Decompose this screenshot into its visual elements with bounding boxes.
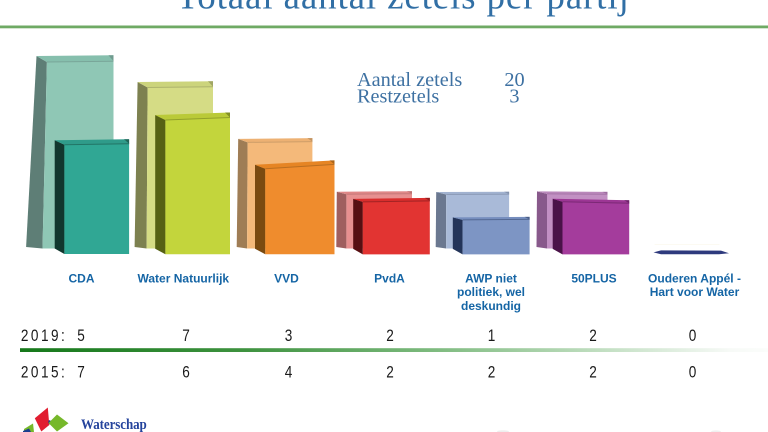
svg-text:0: 0 — [689, 327, 697, 346]
svg-text:1: 1 — [488, 327, 496, 346]
svg-text:3: 3 — [509, 85, 519, 107]
svg-text:politiek, wel: politiek, wel — [457, 285, 525, 299]
svg-text:6: 6 — [182, 363, 190, 382]
svg-text:2: 2 — [488, 363, 496, 382]
svg-text:Ouderen Appél -: Ouderen Appél - — [648, 272, 741, 286]
svg-text:20: 20 — [504, 69, 524, 91]
svg-text:5: 5 — [77, 327, 85, 346]
svg-text:Hart voor Water: Hart voor Water — [650, 285, 740, 299]
svg-text:2015:: 2015: — [21, 363, 67, 382]
svg-text:2: 2 — [386, 363, 394, 382]
svg-text:7: 7 — [182, 327, 190, 346]
svg-text:Water Natuurlijk: Water Natuurlijk — [138, 272, 230, 286]
svg-text:4: 4 — [285, 363, 293, 382]
svg-text:Restzetels: Restzetels — [357, 85, 439, 107]
svg-text:Totaal aantal zetels per parti: Totaal aantal zetels per partij — [176, 0, 629, 18]
svg-text:AWP niet: AWP niet — [465, 272, 517, 286]
svg-text:VVD: VVD — [274, 272, 299, 286]
svg-text:50PLUS: 50PLUS — [571, 272, 616, 286]
svg-text:2: 2 — [589, 327, 597, 346]
svg-text:0: 0 — [689, 363, 697, 382]
svg-text:deskundig: deskundig — [461, 299, 521, 313]
svg-text:PvdA: PvdA — [374, 272, 405, 286]
svg-text:Waterschap: Waterschap — [81, 417, 147, 432]
svg-text:3: 3 — [285, 327, 293, 346]
svg-text:2: 2 — [386, 327, 394, 346]
svg-text:7: 7 — [77, 363, 85, 382]
svg-text:2: 2 — [589, 363, 597, 382]
svg-text:CDA: CDA — [69, 272, 95, 286]
svg-text:2019:: 2019: — [21, 327, 67, 346]
svg-text:Aantal zetels: Aantal zetels — [357, 69, 462, 91]
